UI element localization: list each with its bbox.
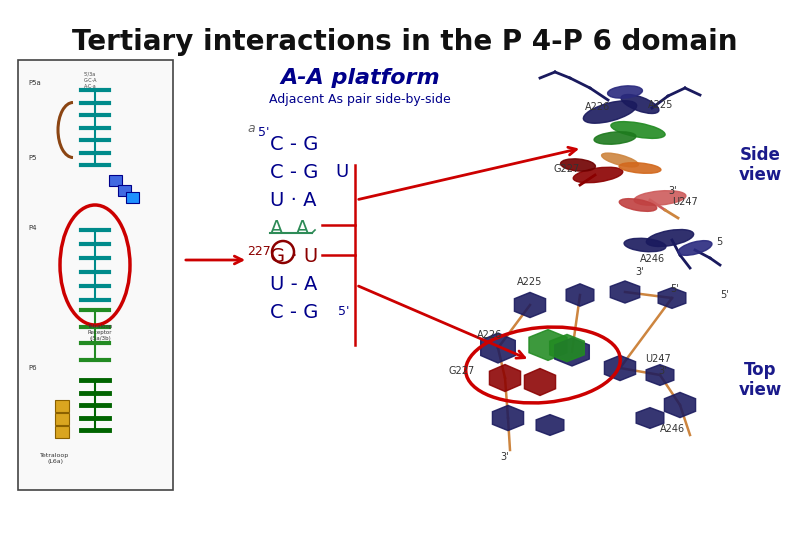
Text: 5': 5': [338, 305, 349, 318]
Text: A225: A225: [518, 277, 543, 287]
Polygon shape: [550, 334, 584, 362]
Text: C - G: C - G: [270, 163, 318, 182]
Text: U247: U247: [672, 197, 697, 207]
Ellipse shape: [602, 153, 638, 167]
Text: U - A: U - A: [270, 275, 318, 294]
Text: U: U: [335, 163, 348, 181]
Text: 5': 5': [258, 126, 270, 139]
Text: Tetraloop
(L6a): Tetraloop (L6a): [40, 453, 70, 464]
Text: G227: G227: [449, 366, 475, 376]
FancyBboxPatch shape: [109, 174, 122, 186]
Text: Tetraloop
Receptor
(J5a/3b): Tetraloop Receptor (J5a/3b): [87, 325, 113, 341]
Text: A225: A225: [648, 100, 673, 110]
Text: 227: 227: [247, 245, 271, 258]
Polygon shape: [492, 406, 523, 430]
FancyBboxPatch shape: [117, 185, 130, 195]
Ellipse shape: [624, 238, 666, 252]
Text: G·C·A: G·C·A: [83, 78, 96, 83]
Ellipse shape: [611, 122, 665, 138]
Ellipse shape: [634, 191, 686, 205]
Text: P6: P6: [28, 365, 36, 371]
Text: 3': 3': [501, 452, 509, 462]
Polygon shape: [555, 338, 590, 366]
Polygon shape: [610, 281, 640, 303]
Ellipse shape: [620, 199, 657, 211]
Ellipse shape: [594, 132, 636, 144]
Ellipse shape: [583, 101, 637, 123]
Text: Top
view: Top view: [739, 361, 782, 400]
Ellipse shape: [573, 167, 623, 183]
Text: G · U: G · U: [270, 247, 318, 266]
Text: 5'/3a: 5'/3a: [84, 72, 96, 77]
Text: Side
view: Side view: [739, 146, 782, 184]
Text: A  A: A A: [270, 219, 309, 238]
Text: A246: A246: [660, 424, 685, 434]
Text: G227: G227: [554, 164, 580, 174]
Text: A-A platform: A-A platform: [280, 68, 440, 88]
FancyBboxPatch shape: [54, 413, 69, 424]
FancyBboxPatch shape: [126, 192, 139, 202]
Text: 5': 5': [720, 290, 729, 300]
Polygon shape: [524, 368, 556, 395]
Polygon shape: [480, 333, 515, 363]
Bar: [18, 60, 173, 490]
Text: C - G: C - G: [270, 303, 318, 322]
Text: 3': 3': [668, 186, 676, 196]
Text: C - G: C - G: [270, 135, 318, 154]
Polygon shape: [604, 355, 636, 381]
Polygon shape: [659, 288, 686, 308]
Text: P4: P4: [28, 225, 36, 231]
Polygon shape: [566, 284, 594, 306]
Text: A246: A246: [640, 254, 665, 264]
Text: P5a: P5a: [28, 80, 40, 86]
Polygon shape: [489, 364, 521, 391]
Text: A·C·a: A·C·a: [83, 84, 96, 89]
Ellipse shape: [621, 94, 659, 113]
Text: A226: A226: [586, 102, 611, 112]
Polygon shape: [636, 408, 664, 428]
Ellipse shape: [619, 163, 661, 173]
Text: U247: U247: [645, 354, 671, 364]
Text: 3': 3': [635, 267, 644, 277]
Text: 5: 5: [716, 237, 723, 247]
Text: a: a: [247, 122, 254, 135]
Polygon shape: [664, 393, 696, 417]
Polygon shape: [646, 364, 674, 386]
FancyBboxPatch shape: [54, 400, 69, 411]
Text: U · A: U · A: [270, 191, 317, 210]
Ellipse shape: [608, 86, 642, 98]
Ellipse shape: [678, 241, 712, 255]
Text: A226: A226: [477, 330, 502, 340]
Polygon shape: [529, 329, 567, 360]
FancyBboxPatch shape: [54, 426, 69, 437]
Polygon shape: [536, 415, 564, 435]
Text: Tertiary interactions in the P 4-P 6 domain: Tertiary interactions in the P 4-P 6 dom…: [72, 28, 738, 56]
Text: 5': 5': [670, 284, 679, 294]
Text: Adjacent As pair side-by-side: Adjacent As pair side-by-side: [269, 93, 451, 106]
Polygon shape: [514, 292, 546, 318]
Text: P5: P5: [28, 155, 36, 161]
Text: 3': 3': [658, 366, 667, 376]
Ellipse shape: [646, 230, 693, 246]
Ellipse shape: [561, 159, 595, 171]
